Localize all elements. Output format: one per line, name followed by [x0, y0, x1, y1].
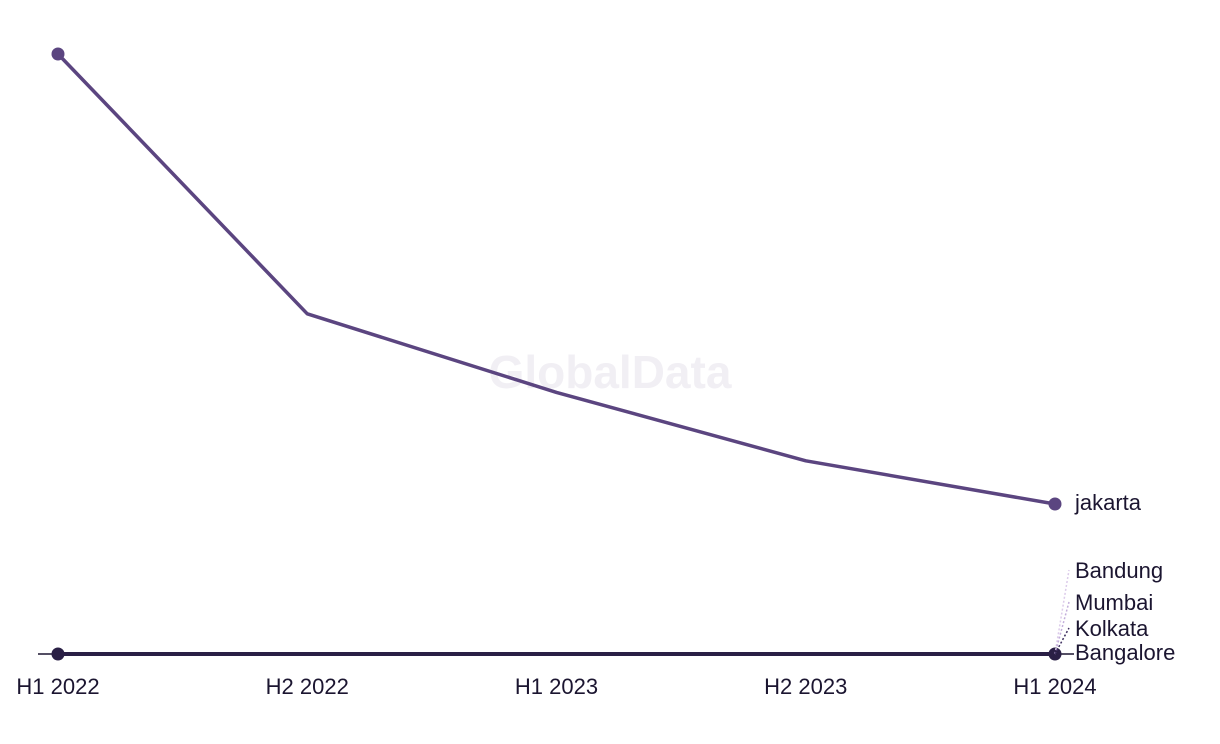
series-label-mumbai: Mumbai [1075, 590, 1153, 615]
x-tick-label: H2 2022 [266, 674, 349, 699]
series-line-jakarta [56, 52, 1057, 506]
leader-line-kolkata [1054, 627, 1070, 655]
watermark: GlobalData [489, 346, 732, 398]
series-label-jakarta: jakarta [1074, 490, 1142, 515]
series-label-bangalore: Bangalore [1075, 640, 1175, 665]
series-layer [51, 47, 1062, 661]
x-axis-ticks: H1 2022 H2 2022 H1 2023 H2 2023 H1 2024 [16, 674, 1096, 699]
leader-line-bandung [1054, 569, 1070, 655]
x-tick-label: H1 2022 [16, 674, 99, 699]
leader-line-mumbai [1054, 601, 1070, 655]
x-tick-label: H1 2023 [515, 674, 598, 699]
x-tick-label: H2 2023 [764, 674, 847, 699]
series-marker-jakarta [1048, 497, 1062, 511]
series-label-kolkata: Kolkata [1075, 616, 1149, 641]
x-tick-label: H1 2024 [1013, 674, 1096, 699]
series-marker-jakarta [51, 47, 65, 61]
series-label-bandung: Bandung [1075, 558, 1163, 583]
series-marker-bangalore [51, 647, 65, 661]
